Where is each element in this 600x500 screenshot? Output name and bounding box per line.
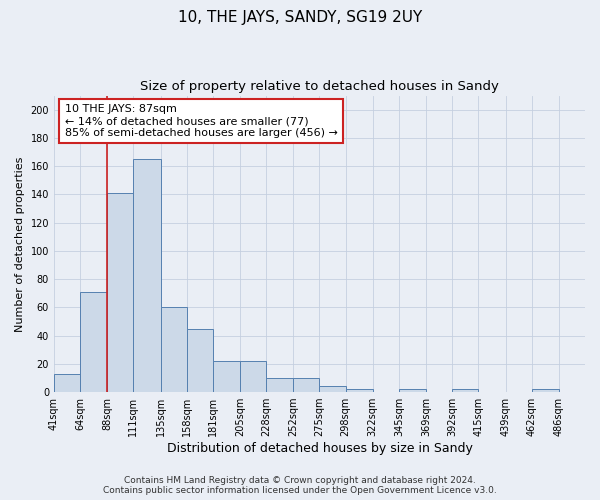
Bar: [266, 378, 293, 392]
X-axis label: Distribution of detached houses by size in Sandy: Distribution of detached houses by size …: [167, 442, 472, 455]
Text: Contains HM Land Registry data © Crown copyright and database right 2024.
Contai: Contains HM Land Registry data © Crown c…: [103, 476, 497, 495]
Title: Size of property relative to detached houses in Sandy: Size of property relative to detached ho…: [140, 80, 499, 93]
Y-axis label: Number of detached properties: Number of detached properties: [15, 156, 25, 332]
Text: 10 THE JAYS: 87sqm
← 14% of detached houses are smaller (77)
85% of semi-detache: 10 THE JAYS: 87sqm ← 14% of detached hou…: [65, 104, 337, 138]
Bar: [240, 361, 266, 392]
Bar: [532, 390, 559, 392]
Bar: [346, 390, 373, 392]
Bar: [133, 159, 161, 392]
Bar: [187, 328, 213, 392]
Bar: [107, 193, 133, 392]
Bar: [161, 308, 187, 392]
Bar: [213, 361, 240, 392]
Bar: [80, 292, 107, 392]
Bar: [54, 374, 80, 392]
Bar: [452, 390, 478, 392]
Bar: [399, 390, 426, 392]
Text: 10, THE JAYS, SANDY, SG19 2UY: 10, THE JAYS, SANDY, SG19 2UY: [178, 10, 422, 25]
Bar: [319, 386, 346, 392]
Bar: [293, 378, 319, 392]
